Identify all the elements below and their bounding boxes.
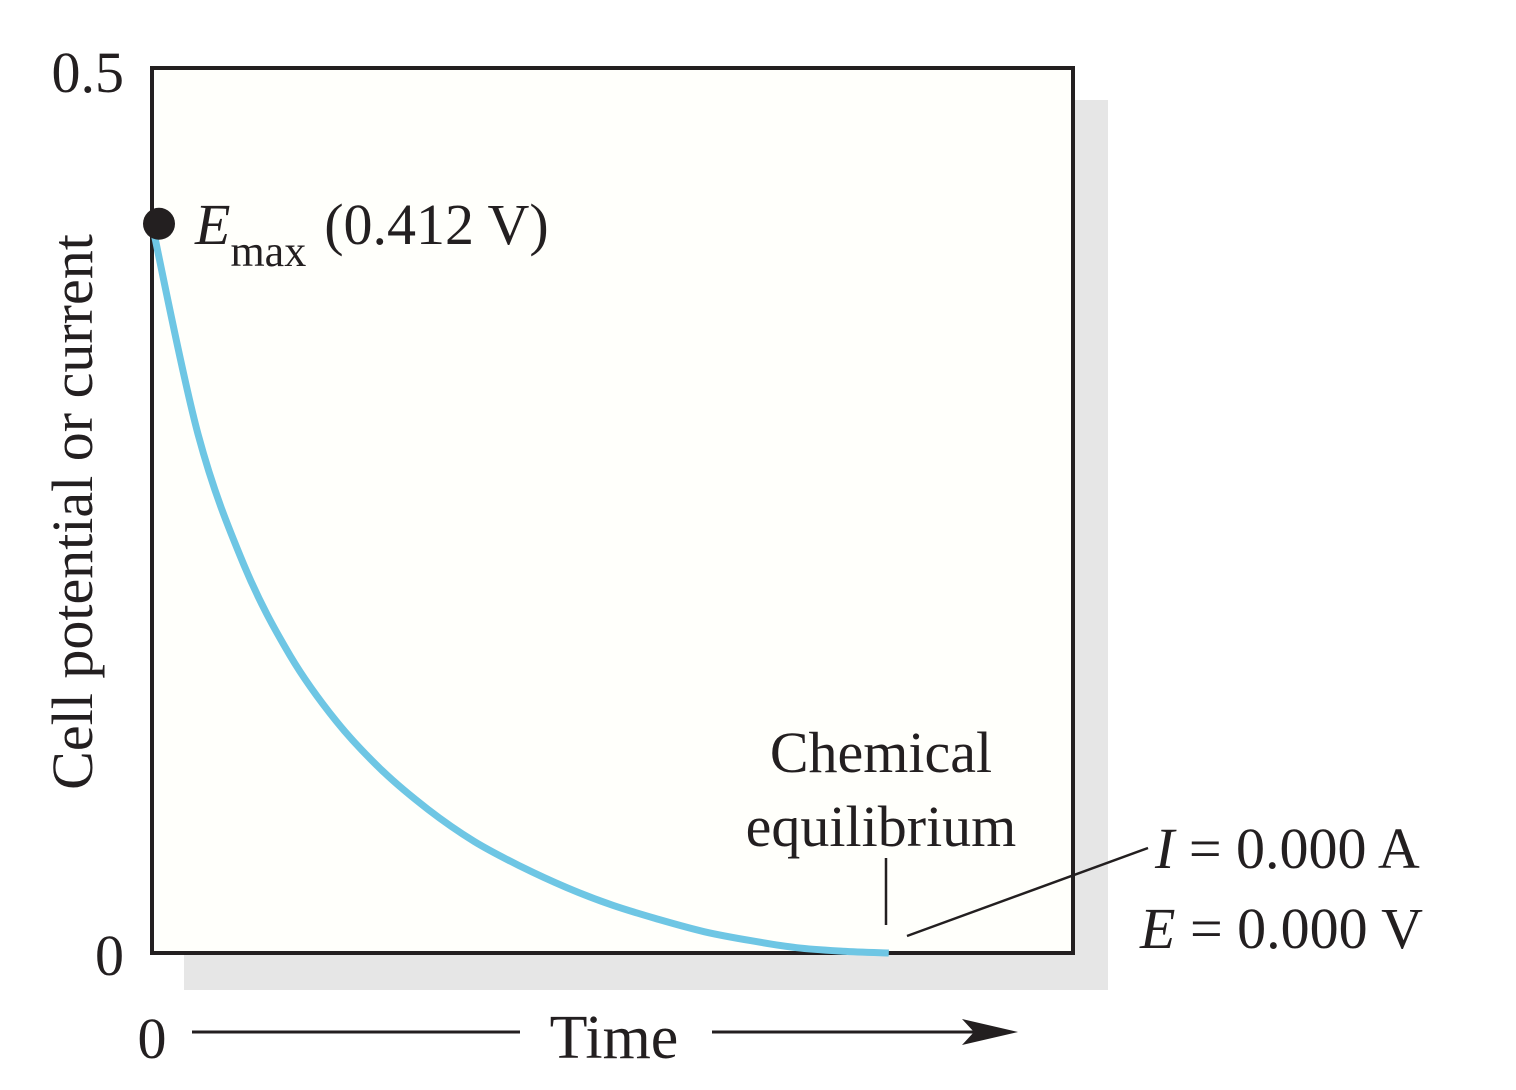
series-line-0 xyxy=(148,223,889,957)
emax-symbol: E xyxy=(194,192,230,257)
equilibrium-values-leader-line xyxy=(906,846,1149,938)
potential-value: = 0.000 V xyxy=(1175,896,1423,961)
current-value-label: I = 0.000 A xyxy=(1154,816,1420,881)
emax-value: (0.412 V) xyxy=(324,192,548,257)
potential-symbol: E xyxy=(1139,896,1175,961)
current-symbol: I xyxy=(1154,816,1177,881)
potential-value-label: E = 0.000 V xyxy=(1139,896,1423,961)
emax-label: Emax (0.412 V) xyxy=(194,192,549,276)
equilibrium-label-line1: Chemical xyxy=(770,720,992,785)
y-axis-label: Cell potential or current xyxy=(40,234,105,790)
emax-marker xyxy=(143,207,175,240)
emax-subscript: max xyxy=(230,227,306,276)
plot-area xyxy=(150,66,1075,955)
current-value: = 0.000 A xyxy=(1174,816,1420,881)
x-axis-label: Time xyxy=(550,1004,679,1072)
x-tick-label-origin: 0 xyxy=(138,1006,167,1071)
equilibrium-label-line2: equilibrium xyxy=(746,794,1017,859)
y-tick-label-max: 0.5 xyxy=(52,40,125,105)
series-layer xyxy=(148,223,889,957)
y-tick-label-min: 0 xyxy=(95,923,124,988)
x-axis-arrowhead-icon xyxy=(962,1019,1018,1045)
